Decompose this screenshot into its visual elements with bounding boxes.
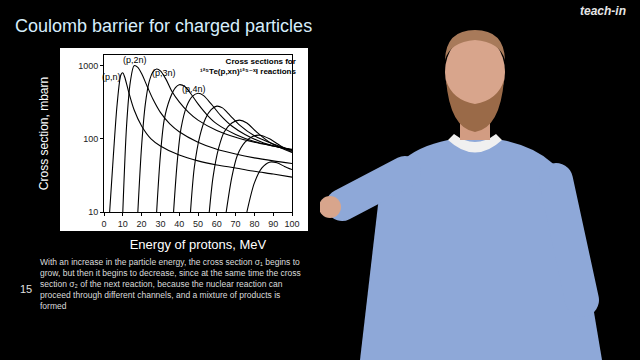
- svg-text:(p,2n): (p,2n): [123, 55, 147, 65]
- svg-text:100: 100: [284, 219, 299, 229]
- svg-text:50: 50: [193, 219, 203, 229]
- html-text:With an increase in the partic: With an increase in the particle energy,…: [40, 257, 301, 311]
- svg-text:(p,n): (p,n): [102, 72, 121, 82]
- svg-text:1000: 1000: [78, 61, 98, 71]
- svg-text:40: 40: [174, 219, 184, 229]
- svg-text:0: 0: [101, 219, 106, 229]
- svg-text:10: 10: [118, 219, 128, 229]
- html-text:Coulomb barrier for charged pa: Coulomb barrier for charged particles: [15, 16, 313, 36]
- svg-text:Energy of protons, MeV: Energy of protons, MeV: [130, 237, 267, 252]
- svg-text:80: 80: [249, 219, 259, 229]
- svg-text:70: 70: [231, 219, 241, 229]
- svg-text:90: 90: [268, 219, 278, 229]
- svg-text:Cross section, mbarn: Cross section, mbarn: [37, 77, 51, 190]
- svg-text:(p,4n): (p,4n): [182, 84, 206, 94]
- svg-text:30: 30: [155, 219, 165, 229]
- svg-text:60: 60: [212, 219, 222, 229]
- html-text:teach-in: teach-in: [580, 4, 626, 18]
- html-text:15: 15: [20, 283, 33, 295]
- svg-text:(p,3n): (p,3n): [152, 68, 176, 78]
- svg-text:10: 10: [88, 207, 98, 217]
- svg-text:100: 100: [83, 134, 98, 144]
- svg-text:20: 20: [137, 219, 147, 229]
- svg-text:Cross sections for¹²⁵Te(p,xn)¹: Cross sections for¹²⁵Te(p,xn)¹²⁵⁻ˣI reac…: [200, 57, 296, 76]
